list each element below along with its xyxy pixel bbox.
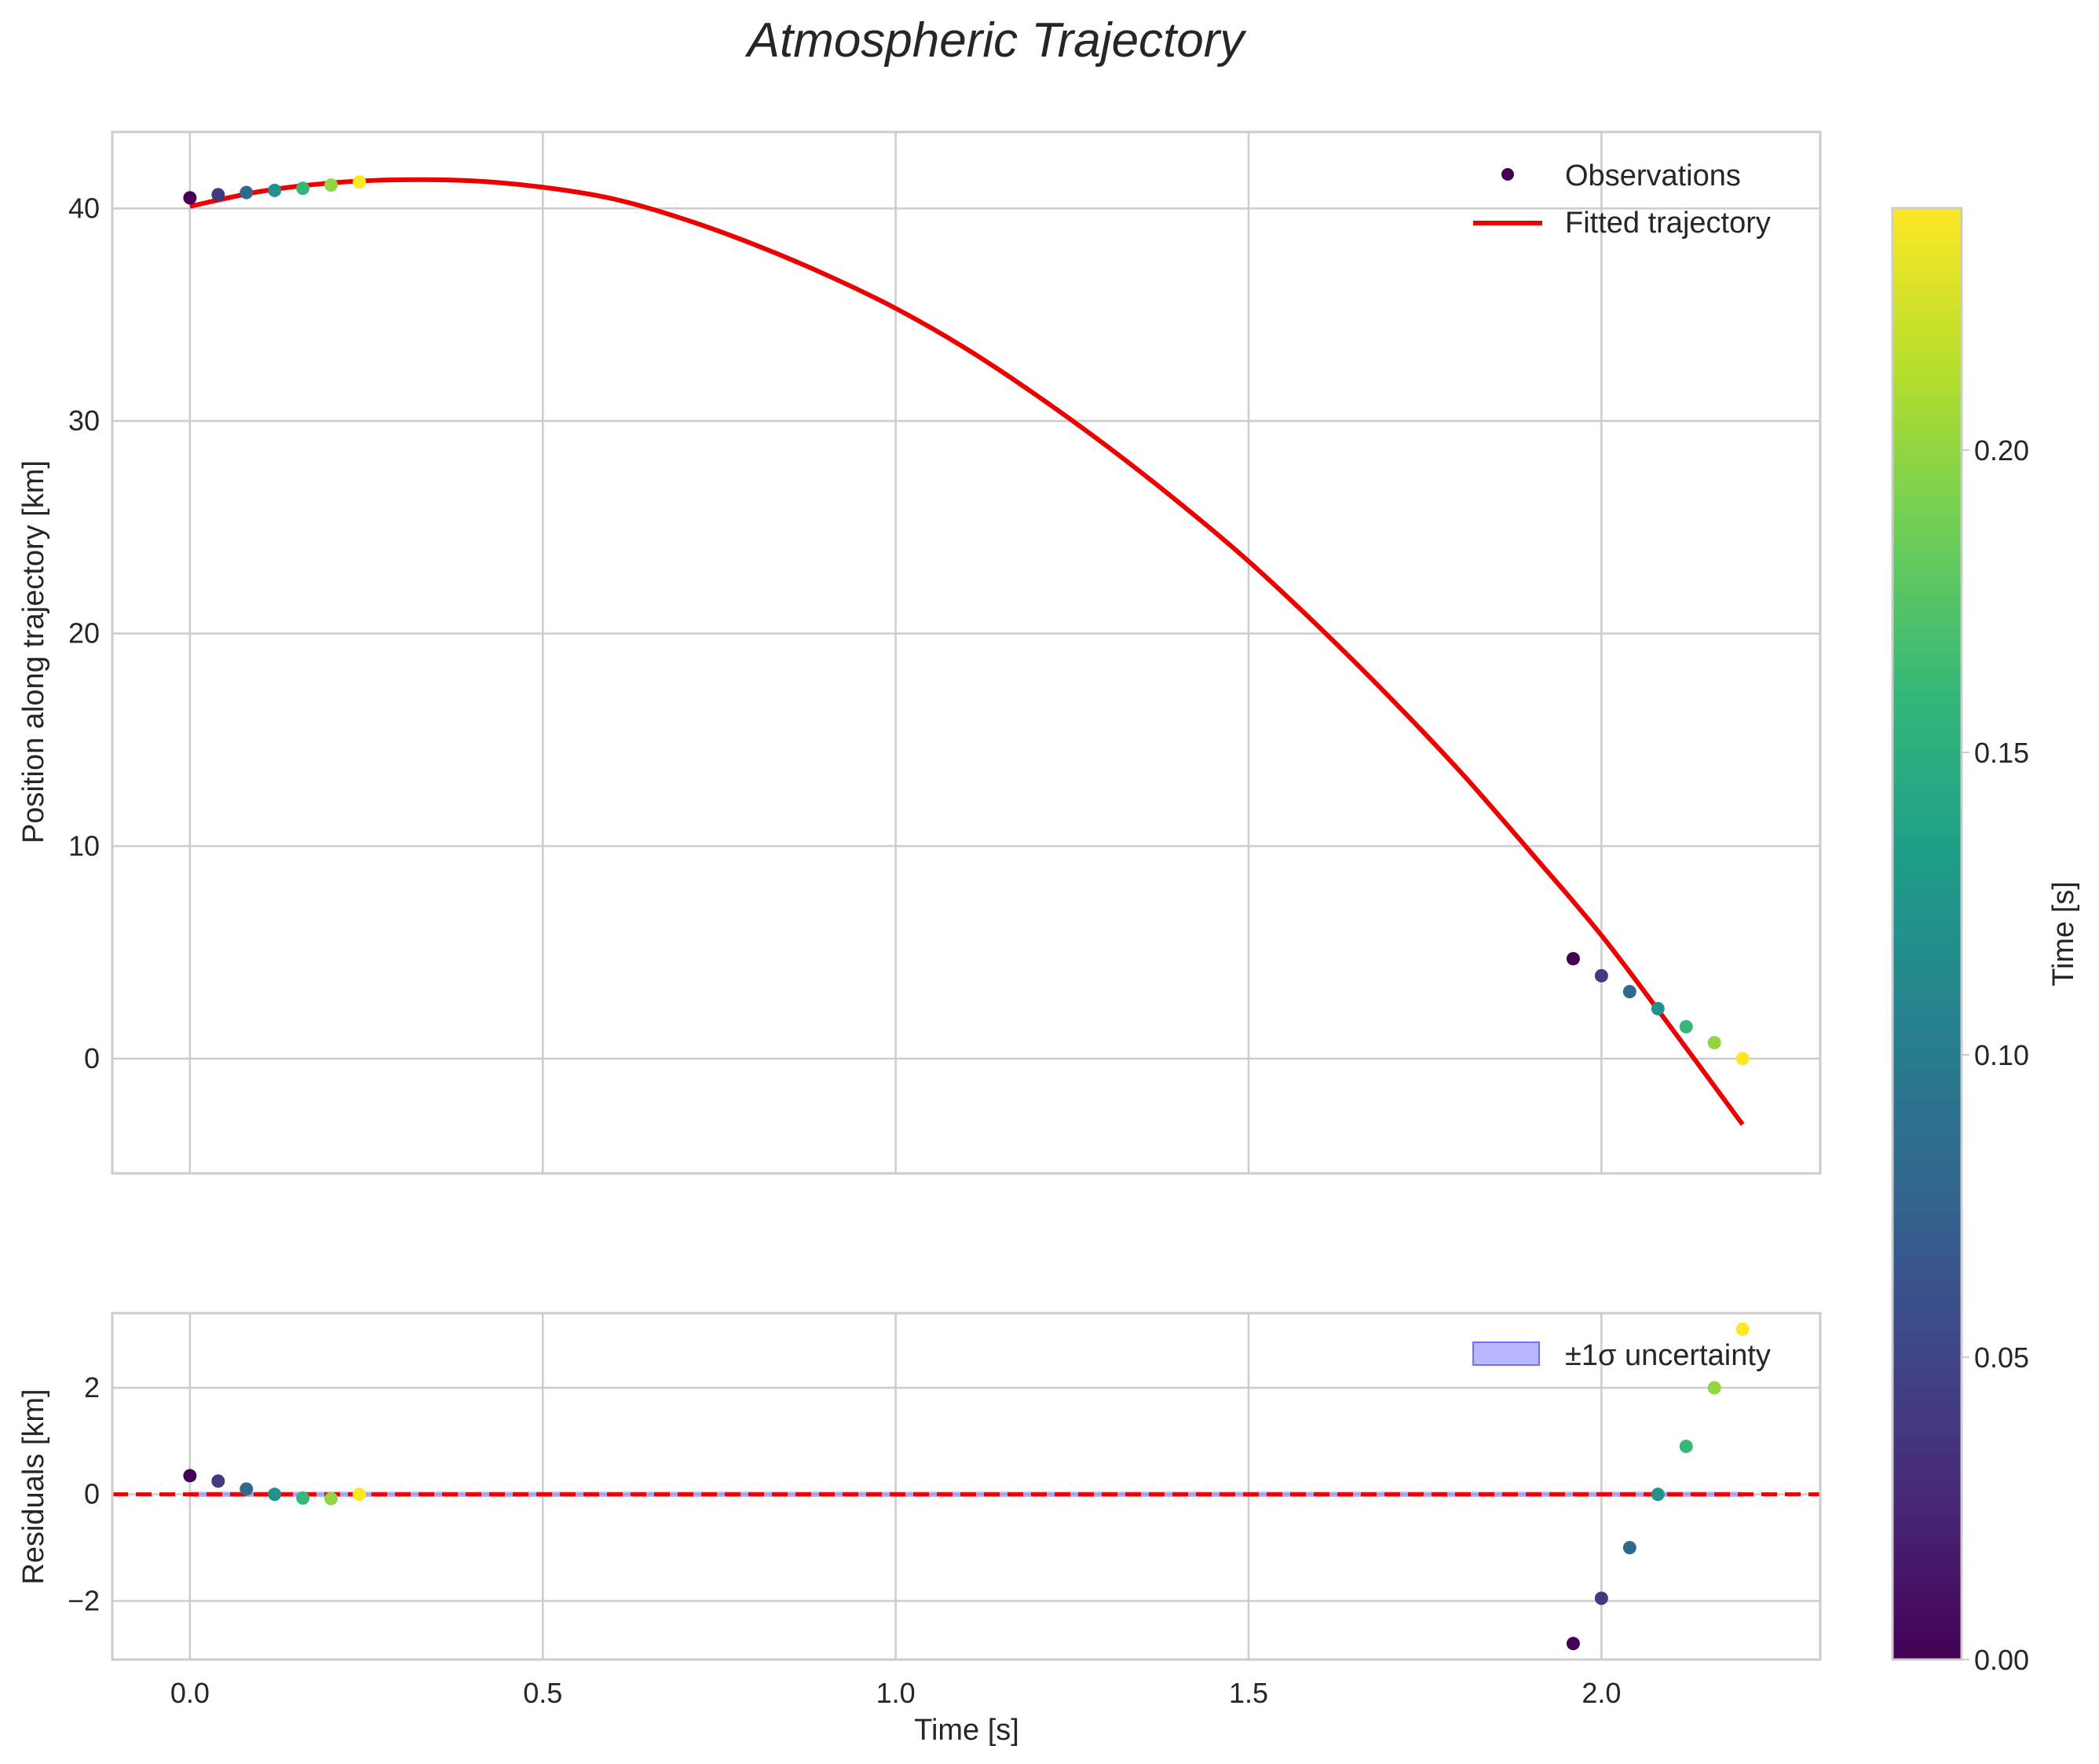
legend-observations-marker [1501,168,1514,181]
bottom-panel: −2 0 2 0.0 0.5 1.0 1.5 2.0 Residuals [km] Time… [17,1312,1822,1747]
bottom-legend: ±1σ uncertainty [1472,1339,1771,1372]
x-tick-label: 1.0 [876,1677,916,1709]
observation-point [240,185,254,199]
bottom-y-tick-labels: −2 0 2 [68,1371,100,1616]
observation-point [324,178,338,192]
x-tick-label: 0.0 [170,1677,210,1709]
residual-point [1707,1381,1721,1395]
observation-point [1651,1001,1665,1016]
x-axis-label: Time [s] [914,1714,1019,1747]
bottom-y-axis-label: Residuals [km] [17,1389,50,1584]
colorbar-tick-label: 0.20 [1974,434,2029,467]
observation-point [1594,968,1608,983]
observation-point [183,191,197,205]
residual-point [296,1491,310,1505]
top-y-axis-label: Position along trajectory [km] [17,460,50,844]
residual-point [211,1474,225,1488]
legend-fit-label: Fitted trajectory [1565,207,1771,240]
observation-point [1707,1036,1721,1050]
legend-uncertainty-swatch [1472,1341,1540,1366]
observation-point [1735,1052,1750,1066]
x-tick-label: 2.0 [1582,1677,1621,1709]
residual-point [1651,1488,1665,1502]
observation-point [1679,1019,1693,1034]
x-tick-label: 1.5 [1229,1677,1268,1709]
top-gridlines [112,132,1820,1173]
observation-point [353,175,367,189]
colorbar-gradient [1891,207,1963,1661]
residual-point [183,1469,197,1483]
top-y-tick-label: 30 [68,404,100,437]
top-y-tick-label: 10 [68,829,100,862]
observation-point [296,181,310,196]
colorbar-label: Time [s] [2047,881,2080,986]
legend-uncertainty-label: ±1σ uncertainty [1565,1339,1771,1372]
colorbar-tick-label: 0.10 [1974,1039,2029,1071]
x-tick-labels: 0.0 0.5 1.0 1.5 2.0 [170,1677,1622,1709]
residual-point [1622,1541,1636,1555]
colorbar-tick-label: 0.00 [1974,1644,2029,1676]
observation-point [211,188,225,202]
bottom-panel-frame [111,1312,1822,1661]
colorbar-tick-labels: 0.00 0.05 0.10 0.15 0.20 [1962,434,2029,1676]
residual-point [1566,1637,1580,1651]
fitted-trajectory-line [189,177,1745,1126]
top-panel-frame [111,130,1822,1175]
residual-point [1735,1322,1750,1336]
top-y-tick-label: 0 [84,1042,100,1074]
colorbar: 0.00 0.05 0.10 0.15 0.20 Time [s] [1891,207,2080,1676]
top-y-tick-label: 20 [68,617,100,650]
residual-point [240,1482,254,1496]
observation-point [1622,985,1636,999]
colorbar-tick-label: 0.15 [1974,737,2029,769]
residual-points [183,1322,1750,1651]
legend-observations-label: Observations [1565,159,1741,192]
residual-point [1679,1440,1693,1454]
bottom-y-tick-label: −2 [68,1584,100,1616]
bottom-y-tick-label: 2 [84,1371,100,1404]
top-y-tick-labels: 0 10 20 30 40 [68,192,100,1074]
residual-point [353,1488,367,1502]
residual-point [1594,1591,1608,1605]
top-legend: Observations Fitted trajectory [1473,159,1771,240]
observation-points [183,175,1750,1066]
bottom-gridlines [112,1313,1820,1660]
top-y-tick-label: 40 [68,192,100,224]
x-tick-label: 0.5 [523,1677,562,1709]
observation-point [268,183,282,197]
bottom-y-tick-label: 0 [84,1478,100,1510]
residual-point [268,1488,282,1502]
chart-title: Atmospheric Trajectory [744,13,1248,68]
top-panel: 0 10 20 30 40 Position along trajectory [km]… [17,130,1822,1175]
observation-point [1566,952,1580,966]
residual-point [324,1491,338,1506]
colorbar-tick-label: 0.05 [1974,1341,2029,1374]
